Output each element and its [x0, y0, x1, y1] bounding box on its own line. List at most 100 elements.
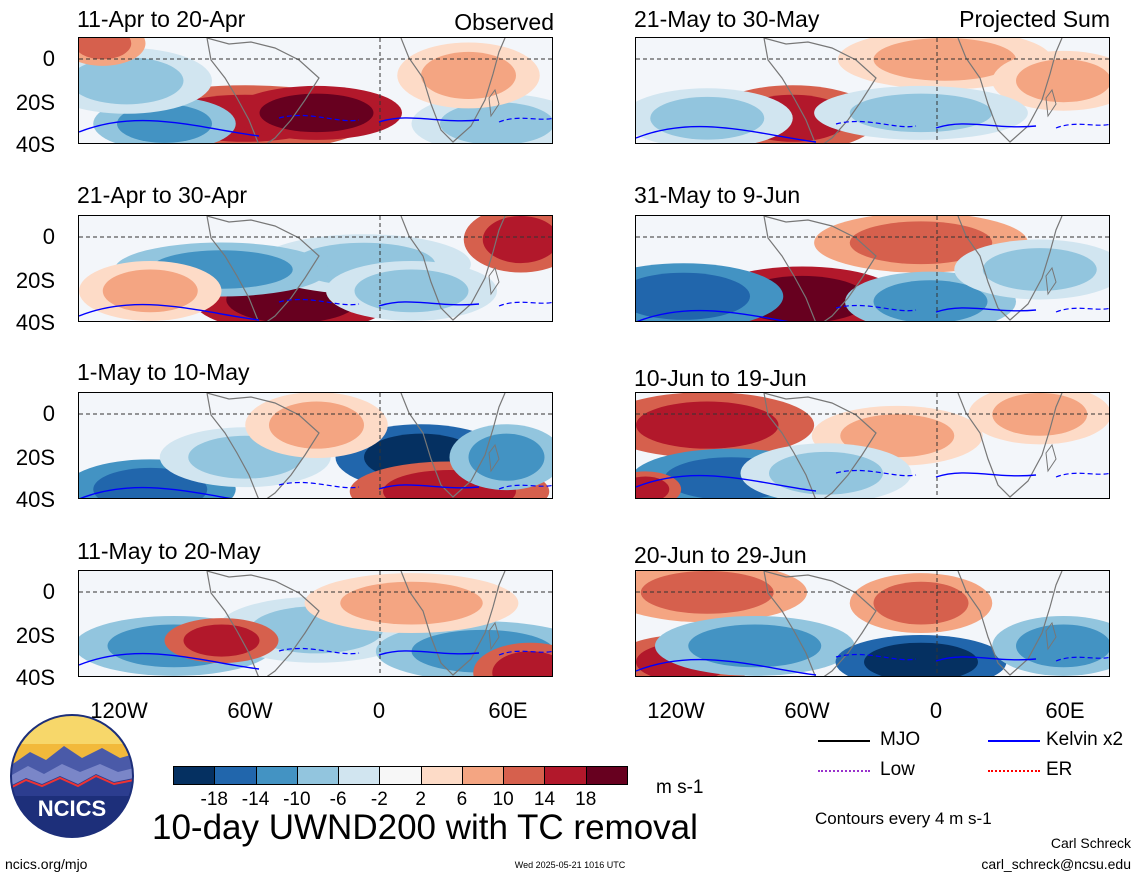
map-field — [79, 38, 552, 143]
coastline-africa — [957, 393, 1063, 498]
colorbar-cell — [296, 766, 340, 785]
anomaly-core — [636, 401, 779, 449]
y-tick-40s: 40S — [15, 310, 55, 335]
y-tick-0: 0 — [42, 224, 55, 249]
er-legend-label: ER — [1046, 759, 1073, 780]
colorbar — [173, 766, 628, 785]
y-tick-20s: 20S — [15, 445, 55, 470]
kelvin-contour — [636, 656, 1037, 676]
map-panel-1 — [78, 37, 553, 144]
kelvin-contour-negative — [278, 114, 552, 123]
low-legend-label: Low — [880, 759, 915, 780]
map-panel-2 — [78, 215, 553, 322]
projected-sum-label: Projected Sum — [959, 6, 1110, 32]
anomaly-core — [79, 57, 184, 105]
anomaly-core — [1016, 59, 1109, 103]
map-field — [636, 393, 1109, 498]
y-tick-40s: 40S — [15, 132, 55, 157]
y-tick-0: 0 — [42, 46, 55, 71]
colorbar-cell — [255, 766, 298, 785]
website-link[interactable]: ncics.org/mjo — [5, 856, 88, 872]
ncics-logo: NCICS — [10, 714, 134, 838]
panel-title-2: 21-Apr to 30-Apr — [77, 182, 248, 208]
er-legend-line — [988, 770, 1040, 772]
mjo-legend-label: MJO — [880, 729, 921, 750]
map-panel-3 — [78, 392, 553, 499]
anomaly-core — [259, 93, 374, 133]
y-tick-40s: 40S — [15, 665, 55, 690]
anomaly-core — [340, 581, 483, 625]
anomaly-core — [864, 642, 978, 676]
kelvin-contour — [79, 117, 480, 137]
map-field — [79, 571, 552, 676]
kelvin-contour — [636, 123, 1037, 143]
anomaly-core — [849, 221, 993, 265]
colorbar-label: 14 — [533, 789, 556, 810]
kelvin-contour-negative — [835, 304, 1109, 313]
logo-text: NCICS — [38, 796, 106, 821]
colorbar-label: -10 — [283, 789, 311, 810]
coastline-madagascar — [488, 621, 500, 651]
observed-label: Observed — [454, 9, 554, 35]
x-tick-60e: 60E — [1045, 698, 1085, 723]
colorbar-label: -6 — [329, 789, 347, 810]
coastline-madagascar — [488, 266, 500, 296]
anomaly-core — [468, 433, 545, 481]
coastline-africa — [957, 38, 1063, 143]
kelvin-contour — [636, 307, 1037, 321]
map-panel-6 — [635, 215, 1110, 322]
kelvin-contour-negative — [835, 469, 1109, 478]
map-panel-8 — [635, 570, 1110, 677]
anomaly-core — [769, 451, 883, 495]
panel-title-6: 31-May to 9-Jun — [634, 182, 801, 208]
x-tick-60w: 60W — [784, 698, 830, 723]
panel-title-5: 21-May to 30-May — [634, 6, 820, 32]
panel-title-4: 11-May to 20-May — [77, 538, 261, 564]
coastline-south-america — [206, 38, 320, 143]
colorbar-cell — [173, 766, 216, 785]
colorbar-label: 2 — [415, 789, 426, 810]
panel-title-1: 11-Apr to 20-Apr — [77, 6, 246, 32]
timestamp: Wed 2025-05-21 1016 UTC — [514, 860, 626, 870]
author-email[interactable]: carl_schreck@ncsu.edu — [981, 856, 1131, 872]
map-panel-4 — [78, 570, 553, 677]
colorbar-cell — [379, 766, 422, 785]
colorbar-label: -14 — [241, 789, 270, 810]
coastline-madagascar — [488, 88, 500, 118]
panel-title-7: 10-Jun to 19-Jun — [634, 365, 807, 391]
anomaly-core — [636, 476, 670, 498]
map-field — [79, 393, 552, 498]
map-field — [636, 216, 1109, 321]
colorbar-cell — [503, 766, 546, 785]
coastline-africa — [957, 216, 1063, 321]
contour-note: Contours every 4 m s-1 — [815, 809, 992, 828]
map-field — [636, 571, 1109, 676]
anomaly-core — [650, 96, 765, 140]
main-title: 10-day UWND200 with TC removal — [152, 808, 698, 847]
anomaly-core — [354, 269, 469, 313]
y-tick-40s: 40S — [15, 487, 55, 512]
kelvin-contour-negative — [278, 481, 552, 490]
low-legend-line — [818, 770, 870, 772]
anomaly-core — [102, 269, 198, 313]
colorbar-cell — [544, 766, 587, 785]
map-field — [636, 38, 1109, 143]
y-tick-20s: 20S — [15, 623, 55, 648]
x-tick-60e: 60E — [488, 698, 528, 723]
anomaly-core — [1016, 624, 1109, 668]
coastline-south-america — [763, 571, 877, 676]
mjo-legend-line — [818, 740, 870, 742]
anomaly-core — [992, 393, 1088, 436]
kelvin-contour-negative — [835, 653, 1109, 662]
kelvin-legend-line — [988, 740, 1040, 742]
anomaly-core — [79, 38, 132, 60]
colorbar-cell — [585, 766, 628, 785]
anomaly-core — [117, 104, 212, 143]
coastline-africa — [400, 216, 506, 321]
anomaly-core — [849, 93, 993, 133]
kelvin-contour — [636, 472, 1037, 492]
x-tick-120w: 120W — [647, 698, 705, 723]
colorbar-label: 10 — [492, 789, 514, 810]
anomaly-core — [492, 651, 552, 676]
coastline-south-america — [763, 393, 877, 498]
